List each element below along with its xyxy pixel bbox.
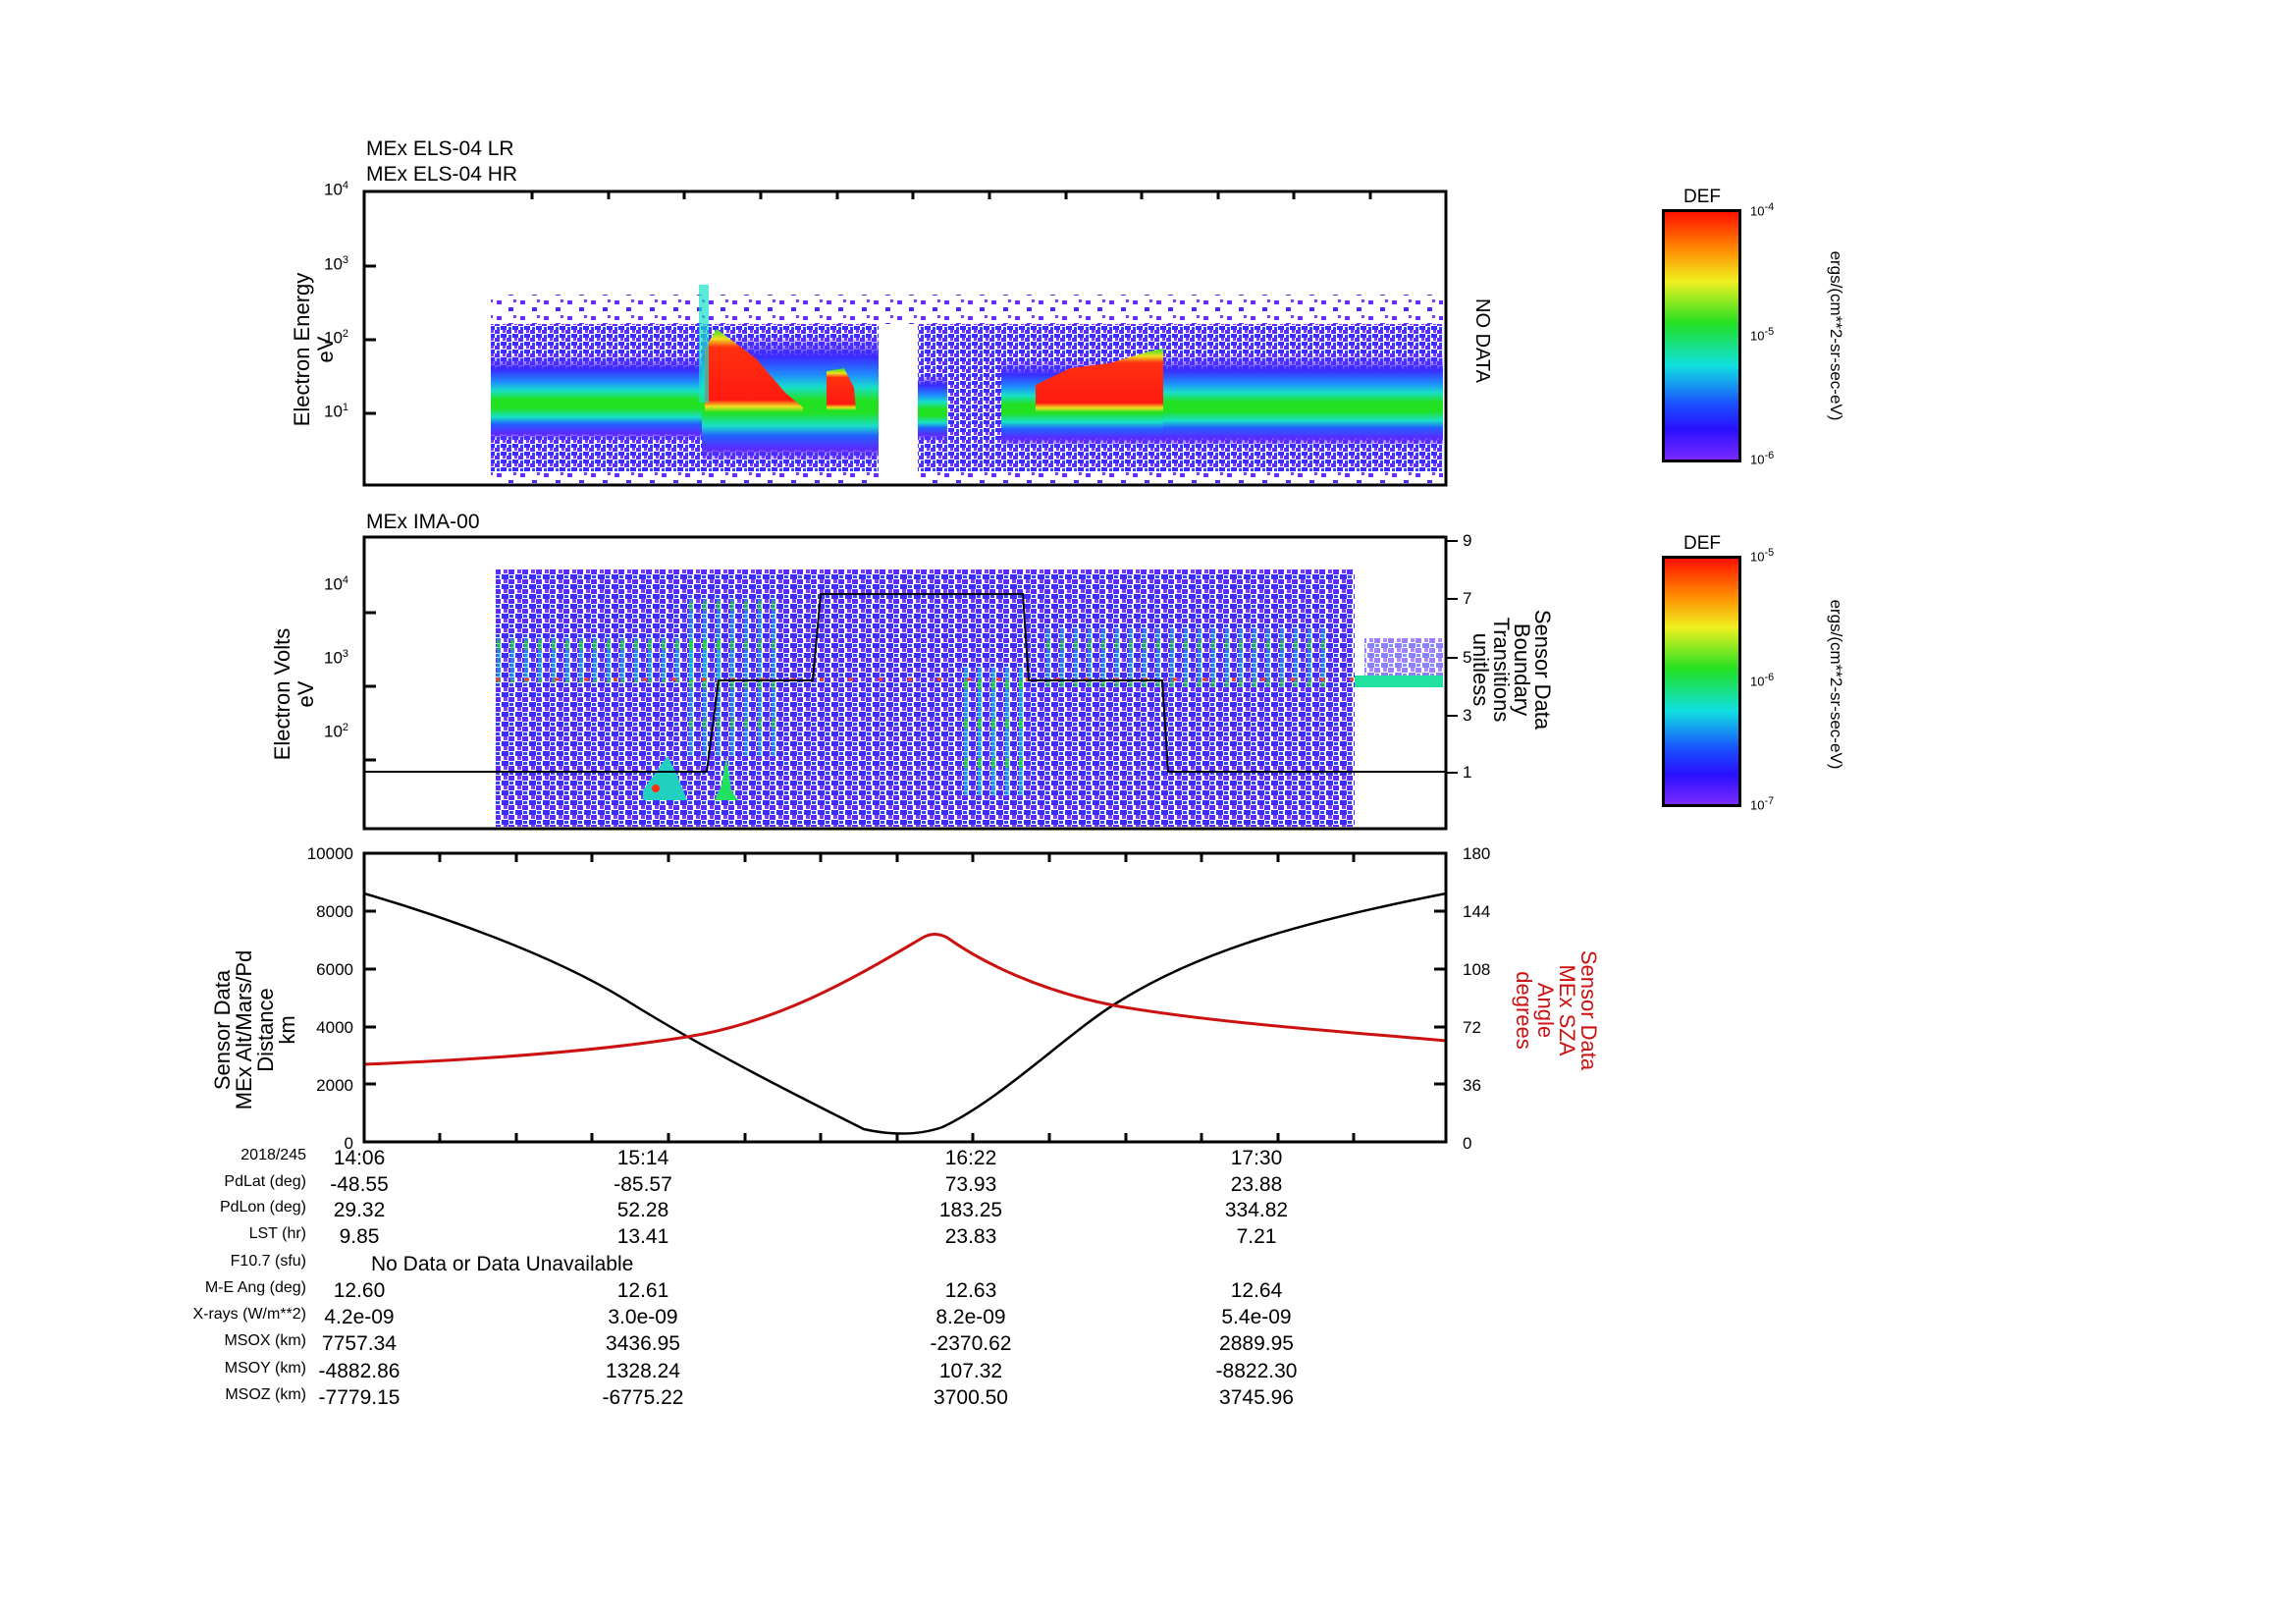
row-label-lst: LST (hr) (248, 1225, 306, 1242)
orbit-right-label-line2: MEx SZA (1555, 964, 1579, 1056)
orbit-ytick-0: 0 (344, 1134, 353, 1153)
col2-msoy: 1328.24 (606, 1360, 680, 1382)
els-ytick-1e2: 102 (324, 328, 349, 348)
ima-colorbar-min: 10-7 (1750, 795, 1775, 813)
orbit-right-tick-108: 108 (1463, 960, 1491, 979)
ima-ytick-1e2: 102 (324, 722, 349, 741)
orbit-right-axis-label: Sensor Data MEx SZA Angle degrees (1512, 912, 1601, 1109)
ima-right-tick-3: 3 (1463, 706, 1472, 725)
col4-me-ang: 12.64 (1230, 1279, 1283, 1302)
row-label-f107: F10.7 (sfu) (230, 1253, 306, 1270)
col2-time: 15:14 (616, 1147, 669, 1169)
distance-series (363, 892, 1447, 1135)
row-label-pdlon: PdLon (deg) (219, 1199, 306, 1216)
col3-pdlon: 183.25 (938, 1199, 1003, 1221)
orbit-right-tick-36: 36 (1463, 1076, 1481, 1095)
col3-msoy: 107.32 (938, 1360, 1003, 1382)
col1-me-ang: 12.60 (333, 1279, 386, 1302)
orbit-ytick-4000: 4000 (316, 1018, 353, 1037)
col3-lst: 23.83 (944, 1225, 997, 1248)
row-label-pdlat: PdLat (deg) (224, 1173, 306, 1190)
col1-pdlon: 29.32 (333, 1199, 386, 1221)
orbit-right-label-line3: Angle (1533, 982, 1558, 1039)
col4-pdlon: 334.82 (1224, 1199, 1289, 1221)
els-title-lr: MEx ELS-04 LR (366, 137, 514, 160)
col1-msox: 7757.34 (322, 1332, 397, 1355)
col3-pdlat: 73.93 (944, 1173, 997, 1196)
ima-colorbar-mid: 10-6 (1750, 672, 1775, 689)
col2-xrays: 3.0e-09 (608, 1306, 678, 1328)
col4-lst: 7.21 (1236, 1225, 1277, 1248)
col4-time: 17:30 (1230, 1147, 1283, 1169)
col4-msoy: -8822.30 (1215, 1360, 1298, 1382)
row-label-xrays: X-rays (W/m**2) (192, 1306, 306, 1323)
orbit-ytick-8000: 8000 (316, 902, 353, 921)
col1-msoz: -7779.15 (318, 1386, 400, 1409)
row-label-me-ang: M-E Ang (deg) (204, 1279, 306, 1296)
col2-msox: 3436.95 (606, 1332, 680, 1355)
col3-xrays: 8.2e-09 (935, 1306, 1006, 1328)
col2-pdlat: -85.57 (614, 1173, 672, 1196)
ima-ytick-1e3: 103 (324, 648, 349, 668)
col4-msox: 2889.95 (1219, 1332, 1294, 1355)
orbit-ytick-2000: 2000 (316, 1076, 353, 1095)
sza-series (363, 933, 1447, 1066)
row-label-msoy: MSOY (km) (224, 1360, 306, 1377)
col3-msox: -2370.62 (930, 1332, 1012, 1355)
col3-time: 16:22 (944, 1147, 997, 1169)
col1-xrays: 4.2e-09 (324, 1306, 395, 1328)
ima-right-tick-9: 9 (1463, 531, 1472, 550)
col4-msoz: 3745.96 (1219, 1386, 1294, 1409)
els-colorbar (1662, 209, 1741, 462)
orbit-right-label-line4: degrees (1512, 971, 1536, 1050)
orbit-ytick-10000: 10000 (306, 844, 353, 863)
col1-pdlat: -48.55 (330, 1173, 389, 1196)
col3-msoz: 3700.50 (934, 1386, 1008, 1409)
els-colorbar-title: DEF (1683, 187, 1721, 207)
ima-colorbar-max: 10-5 (1750, 547, 1775, 565)
col2-lst: 13.41 (616, 1225, 669, 1248)
orbit-ytick-6000: 6000 (316, 960, 353, 979)
orbit-right-tick-0: 0 (1463, 1134, 1472, 1153)
f107-no-data-note: No Data or Data Unavailable (371, 1253, 634, 1275)
col1-msoy: -4882.86 (318, 1360, 400, 1382)
col1-time: 14:06 (333, 1147, 386, 1169)
col4-xrays: 5.4e-09 (1221, 1306, 1292, 1328)
row-label-msox: MSOX (km) (224, 1332, 306, 1349)
col2-msoz: -6775.22 (602, 1386, 684, 1409)
row-label-date: 2018/245 (240, 1147, 306, 1163)
orbit-right-tick-180: 180 (1463, 844, 1491, 863)
col1-lst: 9.85 (339, 1225, 380, 1248)
row-label-msoz: MSOZ (km) (225, 1386, 306, 1403)
orbit-right-tick-72: 72 (1463, 1018, 1481, 1037)
ima-title: MEx IMA-00 (366, 511, 480, 533)
ima-right-tick-5: 5 (1463, 648, 1472, 667)
els-ytick-1e3: 103 (324, 254, 349, 274)
els-ytick-1e4: 104 (324, 180, 349, 199)
els-colorbar-min: 10-6 (1750, 450, 1775, 467)
ima-ytick-1e4: 104 (324, 574, 349, 594)
orbit-right-label-line1: Sensor Data (1576, 949, 1601, 1071)
els-colorbar-max: 10-4 (1750, 201, 1775, 219)
col2-me-ang: 12.61 (616, 1279, 669, 1302)
col2-pdlon: 52.28 (616, 1199, 669, 1221)
ima-colorbar (1662, 556, 1741, 807)
els-colorbar-mid: 10-5 (1750, 326, 1775, 344)
ima-right-tick-1: 1 (1463, 763, 1472, 782)
ima-right-tick-7: 7 (1463, 589, 1472, 608)
els-ytick-1e1: 101 (324, 402, 349, 421)
col3-me-ang: 12.63 (944, 1279, 997, 1302)
els-title-hr: MEx ELS-04 HR (366, 163, 518, 186)
orbit-right-tick-144: 144 (1463, 902, 1491, 921)
col4-pdlat: 23.88 (1230, 1173, 1283, 1196)
ima-colorbar-title: DEF (1683, 533, 1721, 554)
